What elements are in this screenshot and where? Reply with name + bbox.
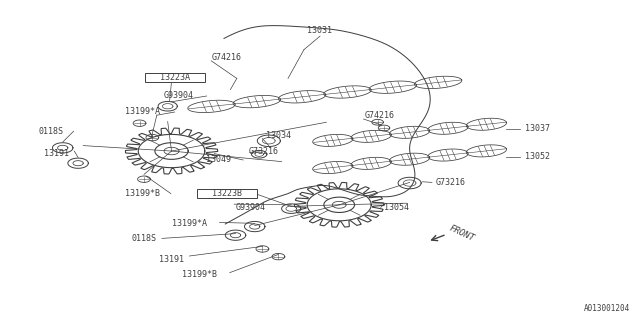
Text: 13223B: 13223B (212, 189, 242, 198)
Text: 13037: 13037 (525, 124, 550, 133)
Text: 13223A: 13223A (160, 73, 189, 82)
Text: 13049: 13049 (206, 156, 231, 164)
Text: 13199*B: 13199*B (125, 189, 160, 198)
FancyBboxPatch shape (145, 73, 205, 82)
Text: 13199*A: 13199*A (172, 220, 207, 228)
Text: FRONT: FRONT (448, 224, 476, 243)
Text: 13031: 13031 (307, 26, 333, 35)
Text: 13191: 13191 (44, 149, 68, 158)
Text: 13054: 13054 (384, 203, 409, 212)
FancyBboxPatch shape (197, 189, 257, 198)
Text: 13199*B: 13199*B (182, 270, 217, 279)
Text: G93904: G93904 (236, 203, 266, 212)
Text: G74216: G74216 (211, 53, 241, 62)
Text: 13034: 13034 (266, 132, 291, 140)
Text: G73216: G73216 (248, 147, 278, 156)
Text: G73216: G73216 (435, 178, 465, 187)
Text: 0118S: 0118S (38, 127, 63, 136)
Text: G93904: G93904 (163, 92, 193, 100)
Text: G74216: G74216 (365, 111, 395, 120)
Text: 13052: 13052 (525, 152, 550, 161)
Text: 0118S: 0118S (131, 234, 156, 243)
Text: A013001204: A013001204 (584, 304, 630, 313)
Text: 13191: 13191 (159, 255, 184, 264)
Text: 13199*A: 13199*A (125, 108, 160, 116)
